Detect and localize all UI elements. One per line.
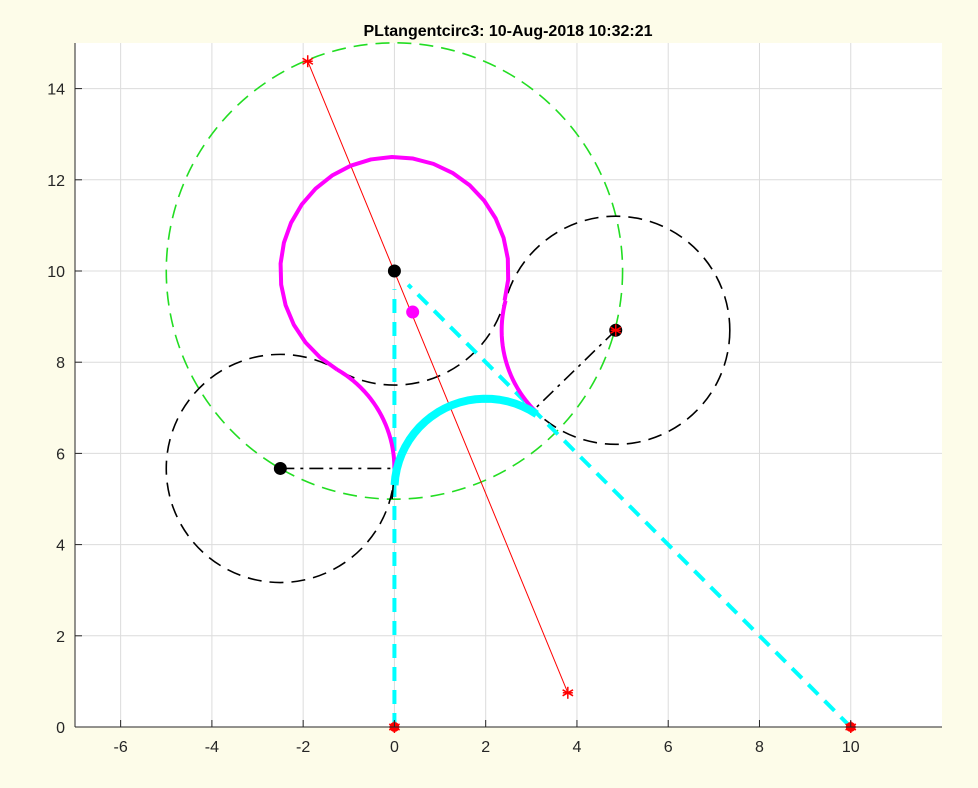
x-tick-label: 4 (572, 739, 581, 756)
red-star-bottom (562, 686, 574, 699)
y-tick-label: 6 (56, 446, 65, 463)
y-tick-label: 2 (56, 629, 65, 646)
x-tick-label: 10 (842, 739, 860, 756)
magenta-dot (406, 305, 420, 319)
chart-title: PLtangentcirc3: 10-Aug-2018 10:32:21 (364, 23, 653, 40)
y-tick-label: 14 (47, 82, 65, 99)
x-tick-label: -6 (114, 739, 128, 756)
x-tick-label: 6 (664, 739, 673, 756)
axes: -6 -4 -2 0 2 4 6 8 10 0 2 4 6 8 10 12 14 (47, 43, 942, 756)
magenta-path-left (336, 368, 397, 469)
plot-area (165, 42, 857, 733)
y-tick-label: 0 (56, 720, 65, 737)
red-star-top (302, 55, 314, 68)
x-tick-label: 2 (481, 739, 490, 756)
cyan-dashed-diagonal (406, 283, 853, 729)
y-tick-label: 8 (56, 355, 65, 372)
cyan-arc (390, 394, 539, 486)
center-marker (387, 264, 401, 278)
magenta-path-right (499, 300, 538, 414)
y-tick-label: 10 (47, 264, 65, 281)
x-tick-label: 0 (390, 739, 399, 756)
x-tick-label: -4 (205, 739, 219, 756)
y-tick-label: 4 (56, 538, 65, 555)
right-dashdot-radius (533, 329, 617, 411)
y-tick-label: 12 (47, 173, 65, 190)
left-center-marker (273, 461, 287, 475)
right-center-marker-star (610, 324, 622, 337)
x-tick-label: -2 (296, 739, 310, 756)
x-tick-label: 8 (755, 739, 764, 756)
magenta-path-top (278, 155, 511, 372)
green-dashed-circle (165, 42, 624, 500)
